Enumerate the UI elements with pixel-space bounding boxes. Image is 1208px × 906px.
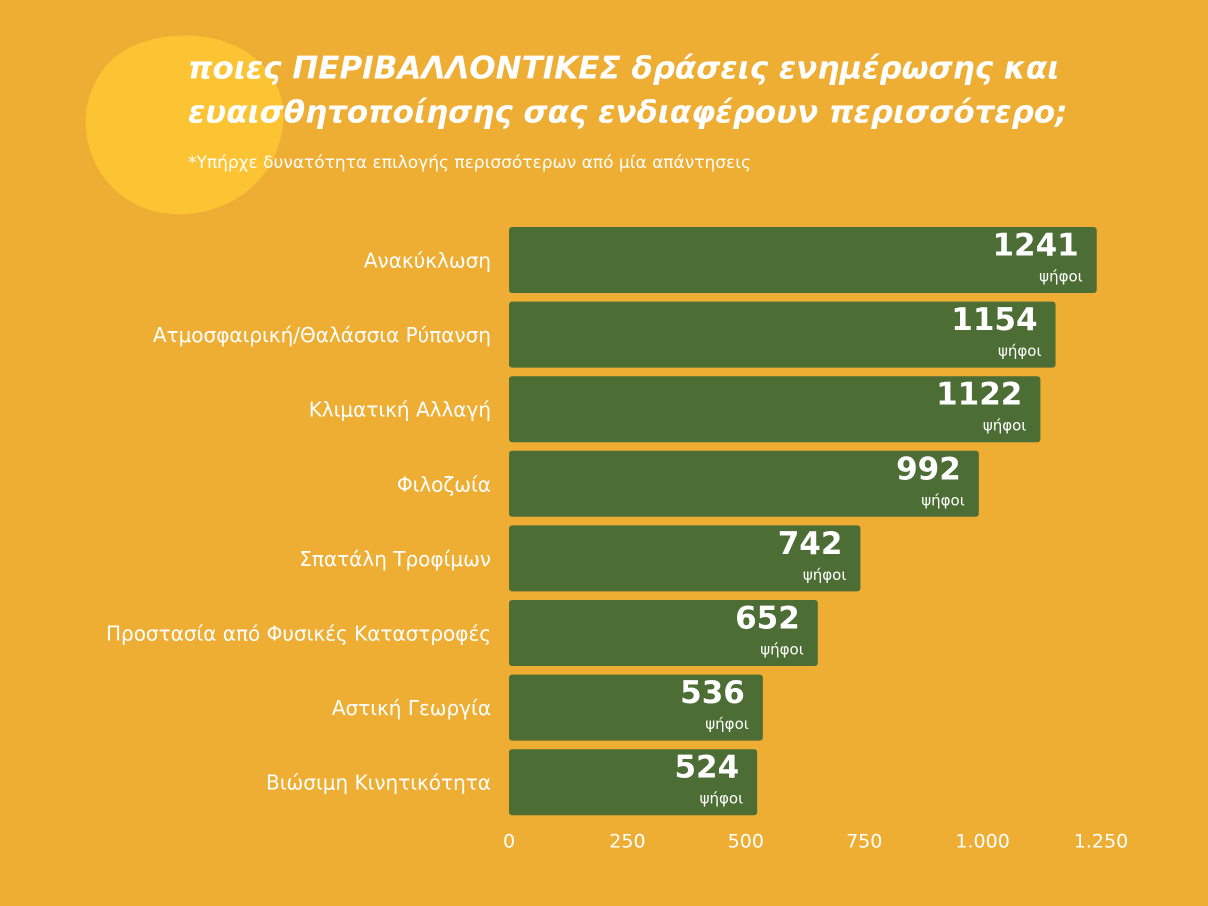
chart-subtitle: *Υπήρχε δυνατότητα επιλογής περισσότερων… bbox=[188, 153, 751, 173]
x-tick-label: 1.250 bbox=[1074, 831, 1128, 853]
x-tick-label: 500 bbox=[728, 831, 764, 853]
y-tick-label: Αστική Γεωργία bbox=[332, 696, 491, 720]
value-unit: ψήφοι bbox=[1039, 268, 1083, 286]
value-label: 742 bbox=[778, 526, 843, 562]
chart-title: ποιες ΠΕΡΙΒΑΛΛΟΝΤΙΚΕΣ δράσεις ενημέρωσης… bbox=[188, 51, 1059, 87]
bar bbox=[509, 674, 763, 741]
value-unit: ψήφοι bbox=[760, 641, 804, 659]
bar bbox=[509, 450, 979, 517]
value-unit: ψήφοι bbox=[998, 342, 1042, 360]
x-tick-label: 250 bbox=[609, 831, 645, 853]
chart-title: ευαισθητοποίησης σας ενδιαφέρουν περισσό… bbox=[188, 95, 1068, 131]
y-tick-label: Ανακύκλωση bbox=[364, 249, 491, 273]
value-unit: ψήφοι bbox=[803, 566, 847, 584]
value-label: 992 bbox=[896, 451, 961, 487]
bar bbox=[509, 301, 1056, 368]
value-label: 536 bbox=[680, 675, 745, 711]
y-tick-label: Ατμοσφαιρική/Θαλάσσια Ρύπανση bbox=[153, 323, 491, 347]
value-label: 1122 bbox=[936, 377, 1022, 413]
decor-blob bbox=[85, 35, 284, 215]
value-unit: ψήφοι bbox=[700, 790, 744, 808]
value-unit: ψήφοι bbox=[983, 417, 1027, 435]
y-tick-label: Σπατάλη Τροφίμων bbox=[299, 547, 491, 571]
x-tick-label: 750 bbox=[846, 831, 882, 853]
x-tick-label: 0 bbox=[503, 831, 515, 853]
bar bbox=[509, 227, 1097, 293]
value-unit: ψήφοι bbox=[705, 715, 749, 733]
value-label: 1154 bbox=[951, 302, 1037, 338]
y-tick-label: Κλιματική Αλλαγή bbox=[309, 398, 491, 422]
bar bbox=[509, 600, 818, 666]
y-tick-label: Προστασία από Φυσικές Καταστροφές bbox=[106, 622, 491, 646]
value-label: 652 bbox=[735, 601, 800, 637]
y-tick-label: Βιώσιμη Κινητικότητα bbox=[266, 771, 491, 795]
value-label: 524 bbox=[674, 750, 739, 786]
bar bbox=[509, 749, 758, 816]
x-tick-label: 1.000 bbox=[955, 831, 1009, 853]
bar bbox=[509, 525, 861, 592]
value-label: 1241 bbox=[992, 228, 1078, 264]
value-unit: ψήφοι bbox=[921, 491, 965, 509]
bar bbox=[509, 376, 1041, 443]
y-tick-label: Φιλοζωία bbox=[397, 472, 491, 496]
